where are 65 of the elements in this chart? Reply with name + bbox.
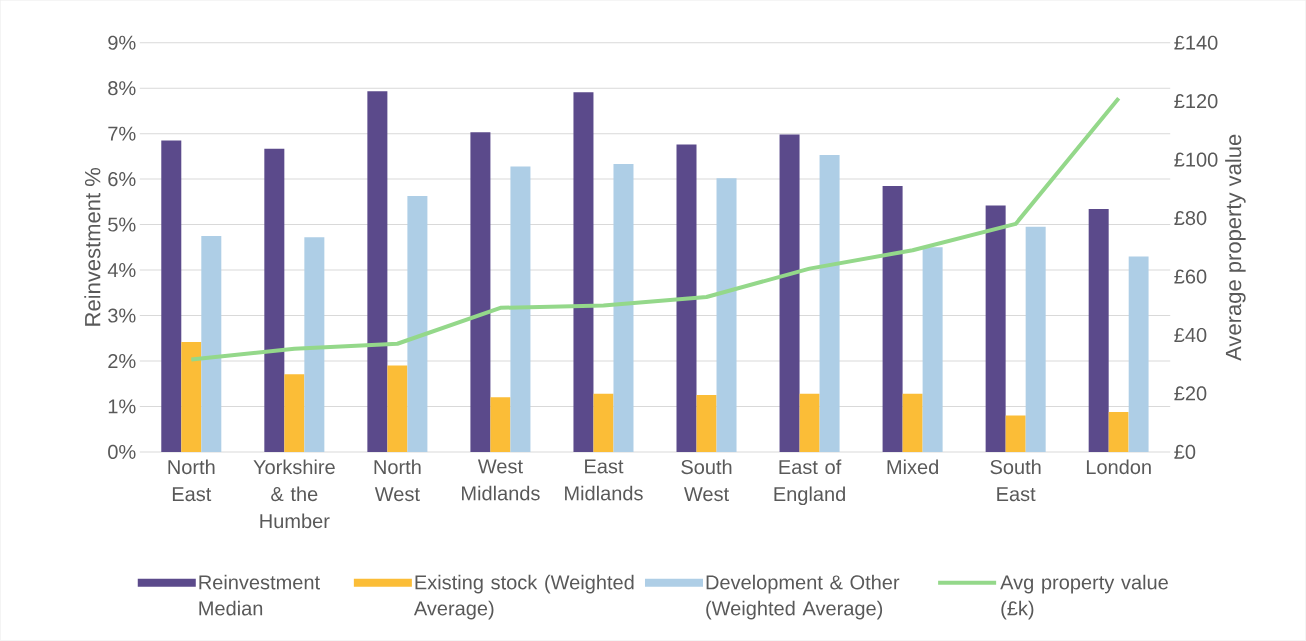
bar — [407, 196, 428, 453]
bar — [799, 393, 820, 453]
x-tick-label: Mixed — [887, 459, 938, 475]
y2-tick-label: £60 — [1174, 269, 1207, 284]
y-tick-label: 8% — [108, 81, 136, 96]
x-tick-label: North East — [168, 459, 215, 502]
bar — [490, 397, 511, 453]
bar — [696, 395, 717, 453]
x-tick-label: East Midlands — [565, 459, 643, 501]
bar — [985, 205, 1006, 453]
y2-tick-label: £40 — [1174, 328, 1207, 343]
bar — [367, 91, 388, 453]
x-tick-label: East of England — [774, 459, 845, 506]
y-tick-label: 6% — [108, 172, 136, 187]
bar — [510, 166, 531, 453]
y-tick-label: 5% — [108, 217, 136, 232]
y2-tick-label: £80 — [1174, 211, 1207, 226]
y-tick-label: 7% — [108, 126, 136, 141]
y2-tick-label: £20 — [1174, 386, 1207, 401]
bar — [1025, 227, 1046, 453]
bar — [593, 393, 614, 453]
bar — [613, 164, 634, 453]
bar — [284, 374, 305, 453]
y2-tick-label: £120 — [1174, 94, 1218, 109]
x-tick-label: South West — [681, 459, 732, 502]
bar — [1108, 412, 1129, 453]
bar — [676, 144, 697, 453]
x-tick-label: Yorkshire & the Humber — [253, 459, 335, 529]
y-axis-title: Reinvestment % — [84, 168, 101, 326]
bar — [304, 237, 325, 453]
y-tick-label: 4% — [107, 263, 136, 278]
x-tick-label: South East — [990, 459, 1041, 502]
y-tick-label: 2% — [108, 354, 136, 369]
bar — [819, 155, 840, 453]
legend-label: Avg property value (£k) — [1000, 574, 1168, 620]
bar — [922, 247, 943, 453]
bar — [716, 178, 737, 453]
bar — [201, 236, 222, 453]
bar — [470, 132, 491, 453]
bar — [161, 140, 182, 453]
y2-tick-label: £100 — [1174, 152, 1218, 167]
y2-axis-title: Average property value — [1225, 134, 1246, 361]
bar — [1128, 256, 1149, 453]
x-tick-label: London — [1086, 459, 1151, 475]
bar — [779, 134, 800, 453]
bar — [1005, 415, 1026, 453]
bar — [882, 186, 903, 453]
y-tick-label: 9% — [108, 35, 136, 50]
y2-tick-label: £140 — [1174, 35, 1218, 50]
bar — [573, 92, 594, 453]
bar — [387, 365, 408, 453]
bar — [1088, 209, 1109, 453]
y2-tick-label: £0 — [1174, 444, 1196, 460]
legend-label: Reinvestment Median — [199, 574, 320, 616]
x-tick-label: West Midlands — [462, 459, 540, 501]
bar — [264, 148, 285, 453]
legend-label: Development & Other (Weighted Average) — [706, 574, 900, 620]
y-tick-label: 3% — [108, 308, 136, 323]
line-series — [189, 96, 1121, 362]
legend-label: Existing stock (Weighted Average) — [413, 574, 634, 620]
y-tick-label: 1% — [108, 399, 136, 414]
y-tick-label: 0% — [108, 444, 136, 460]
bar — [902, 393, 923, 453]
bar — [181, 342, 202, 453]
x-tick-label: North West — [374, 459, 421, 502]
